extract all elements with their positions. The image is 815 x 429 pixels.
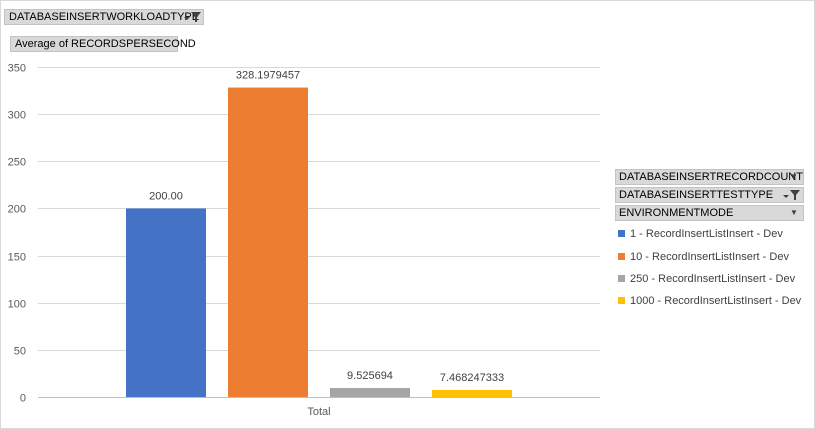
dropdown-icon[interactable]: ▼ bbox=[790, 172, 798, 181]
data-label: 9.525694 bbox=[347, 370, 393, 382]
legend-label: 10 - RecordInsertListInsert - Dev bbox=[630, 251, 789, 263]
legend-label: 250 - RecordInsertListInsert - Dev bbox=[630, 273, 796, 285]
y-tick-label: 0 bbox=[20, 393, 26, 405]
data-label: 200.00 bbox=[149, 190, 183, 202]
bar[interactable] bbox=[330, 388, 410, 397]
legend-swatch bbox=[618, 275, 625, 282]
y-tick-label: 100 bbox=[8, 299, 26, 311]
filter-field-button[interactable]: DATABASEINSERTWORKLOADTYPE bbox=[4, 9, 204, 25]
data-label: 7.468247333 bbox=[440, 372, 504, 384]
y-tick-label: 150 bbox=[8, 252, 26, 264]
x-tick-label: Total bbox=[307, 406, 330, 418]
legend-swatch bbox=[618, 253, 625, 260]
legend-swatch bbox=[618, 297, 625, 304]
legend-label: 1000 - RecordInsertListInsert - Dev bbox=[630, 295, 802, 307]
bar[interactable] bbox=[126, 208, 206, 397]
legend-field-test-type[interactable]: DATABASEINSERTTESTTYPE bbox=[615, 187, 804, 203]
bar[interactable] bbox=[228, 87, 308, 398]
values-field-label: Average of RECORDSPERSECOND bbox=[15, 38, 196, 50]
legend-field-environment-mode-label: ENVIRONMENTMODE bbox=[619, 207, 734, 219]
filter-dropdown-icon[interactable] bbox=[183, 10, 203, 24]
legend-field-test-type-label: DATABASEINSERTTESTTYPE bbox=[619, 189, 774, 201]
y-tick-label: 250 bbox=[8, 157, 26, 169]
y-tick-label: 350 bbox=[8, 63, 26, 75]
filter-field-label: DATABASEINSERTWORKLOADTYPE bbox=[9, 11, 200, 23]
dropdown-icon[interactable]: ▼ bbox=[790, 208, 798, 217]
y-tick-label: 200 bbox=[8, 204, 26, 216]
y-tick-label: 300 bbox=[8, 110, 26, 122]
filter-dropdown-icon[interactable] bbox=[782, 188, 802, 202]
data-label: 328.1979457 bbox=[236, 70, 300, 82]
legend-label: 1 - RecordInsertListInsert - Dev bbox=[630, 228, 783, 240]
legend-field-record-count-label: DATABASEINSERTRECORDCOUNT bbox=[619, 171, 803, 183]
legend-field-environment-mode[interactable]: ENVIRONMENTMODE ▼ bbox=[615, 205, 804, 221]
legend-swatch bbox=[618, 230, 625, 237]
bar[interactable] bbox=[432, 389, 512, 397]
values-field-button[interactable]: Average of RECORDSPERSECOND bbox=[10, 36, 196, 52]
legend-field-record-count[interactable]: DATABASEINSERTRECORDCOUNT ▼ bbox=[615, 169, 804, 185]
y-tick-label: 50 bbox=[14, 346, 26, 358]
